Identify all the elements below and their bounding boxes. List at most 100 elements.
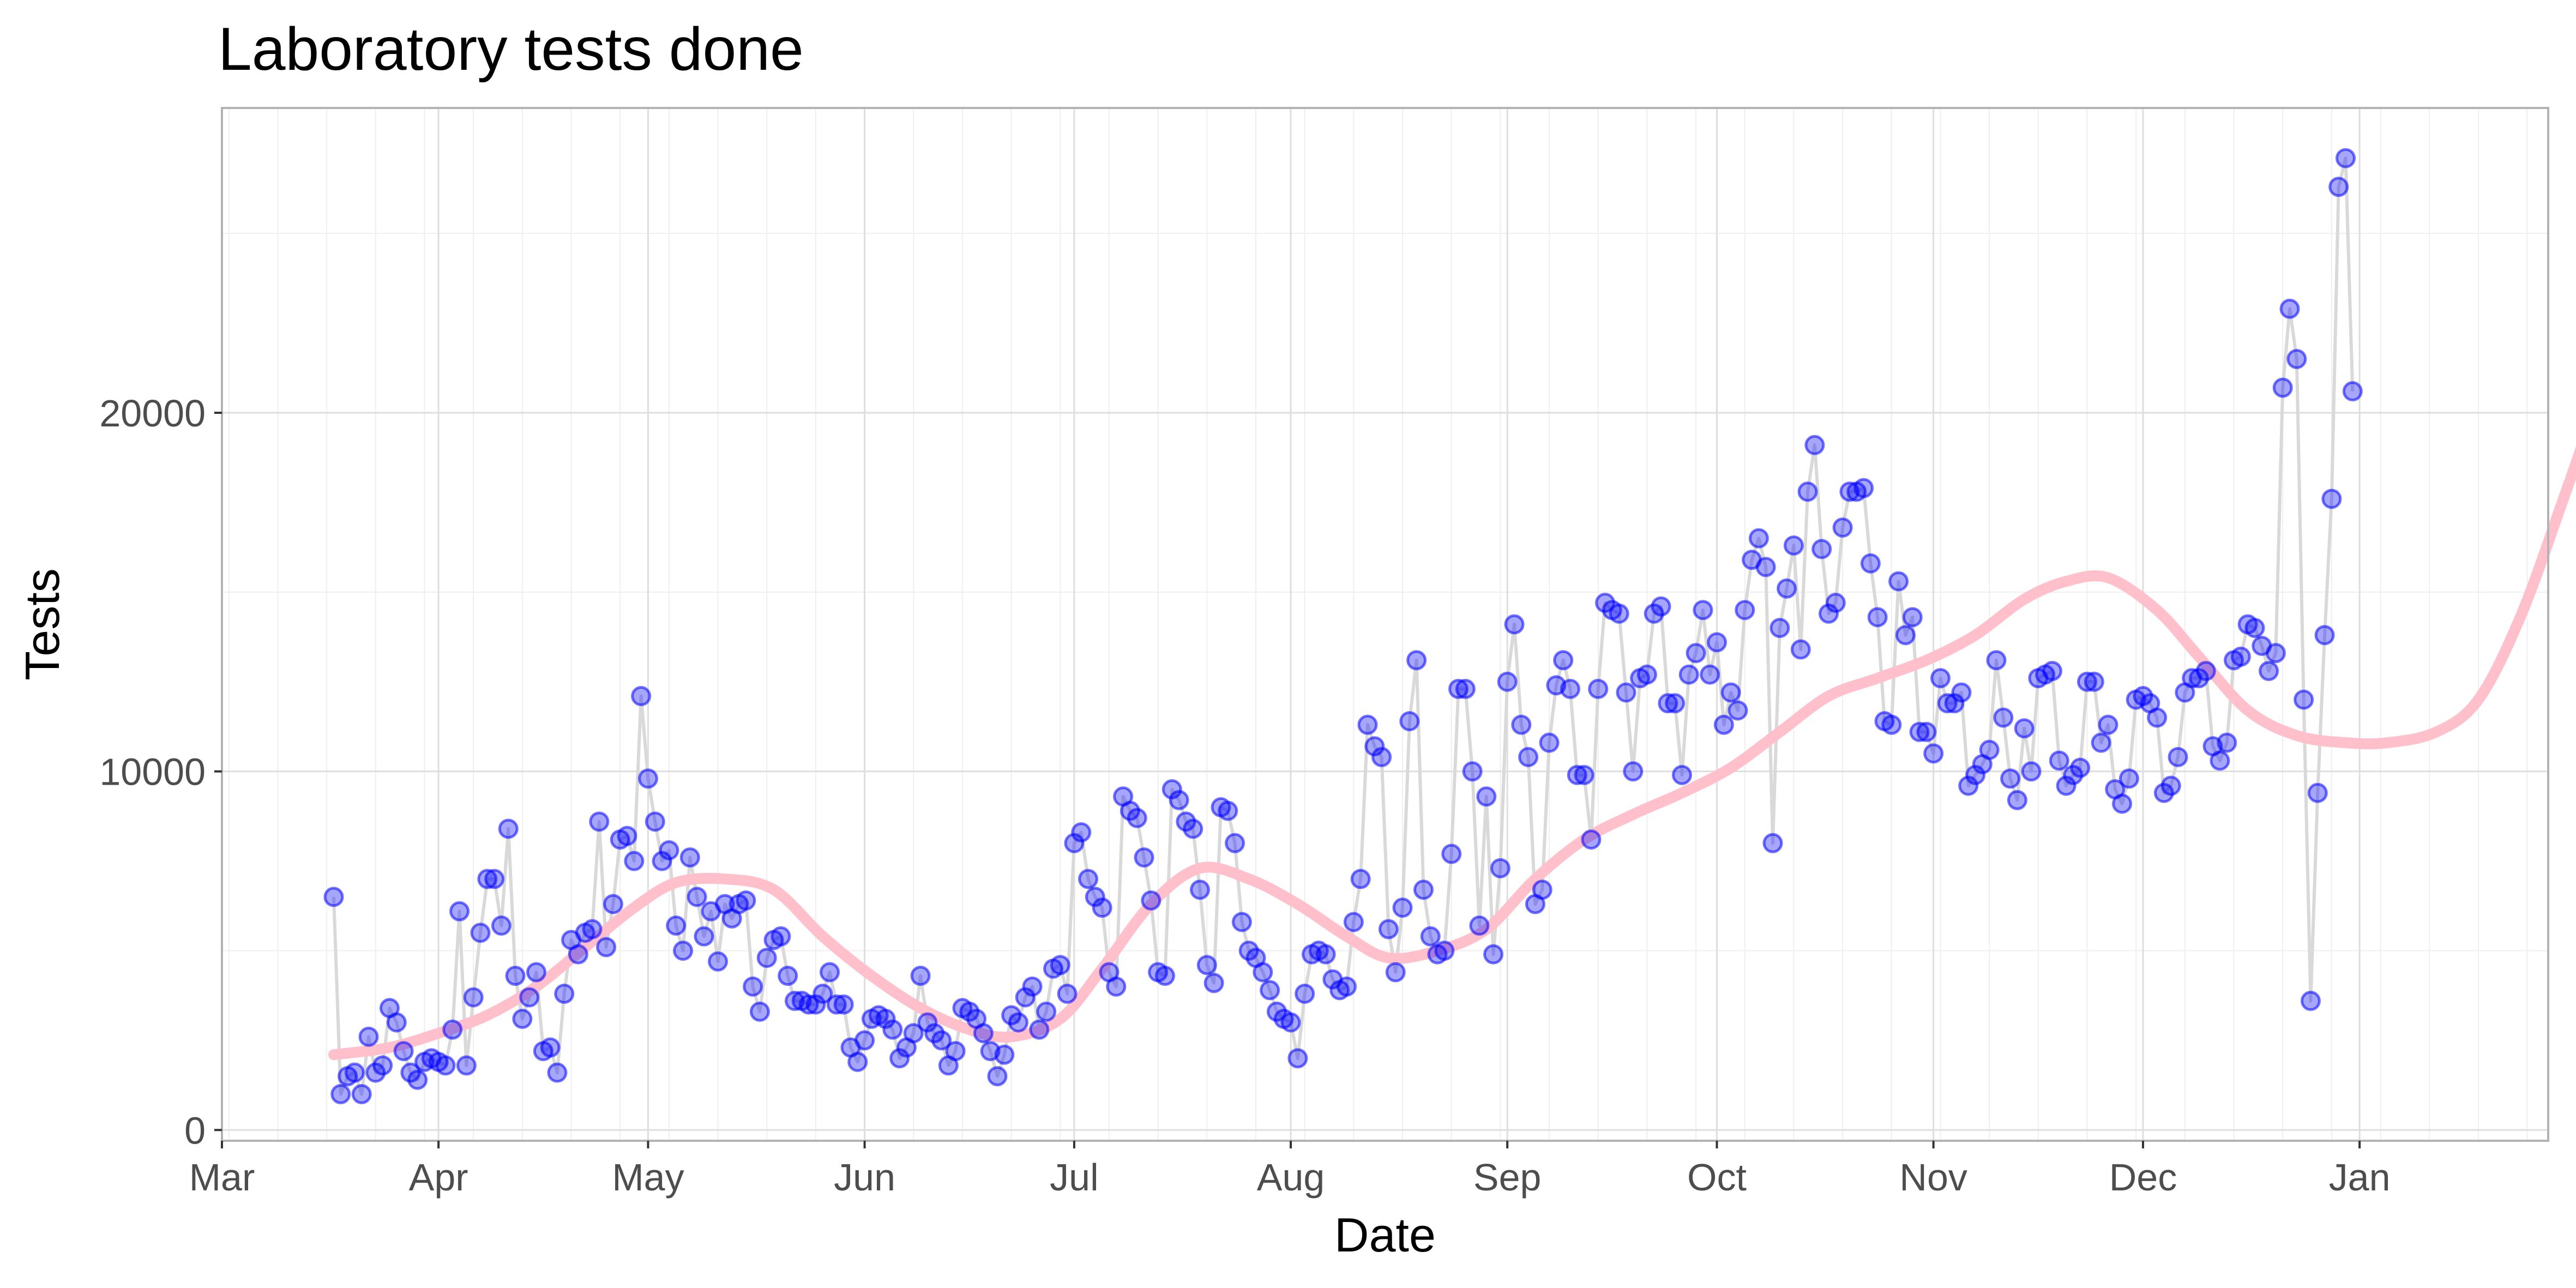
data-point bbox=[1790, 639, 1811, 660]
data-point bbox=[1804, 435, 1825, 455]
data-point bbox=[407, 1069, 428, 1090]
data-point bbox=[372, 1055, 393, 1076]
data-point bbox=[1671, 765, 1692, 785]
data-point bbox=[2342, 381, 2363, 402]
data-point bbox=[2160, 775, 2181, 796]
data-point bbox=[666, 915, 687, 936]
data-point bbox=[854, 1030, 875, 1051]
data-point bbox=[2042, 660, 2062, 681]
data-point bbox=[2098, 714, 2118, 735]
data-point bbox=[1965, 765, 1986, 785]
data-point bbox=[2279, 298, 2300, 319]
data-point bbox=[1371, 747, 1392, 767]
data-point bbox=[1064, 833, 1085, 853]
data-point bbox=[1511, 714, 1532, 735]
data-point bbox=[1190, 880, 1211, 900]
data-point bbox=[1986, 650, 2007, 671]
data-point bbox=[1092, 898, 1112, 918]
data-point bbox=[330, 1084, 351, 1105]
data-point bbox=[1085, 887, 1105, 907]
data-point bbox=[2314, 625, 2335, 646]
axis-layer: Mar Apr May Jun Jul Aug Sep Oct Nov Dec Jan 0 10000 2… bbox=[99, 392, 2390, 1199]
data-point bbox=[1916, 721, 1937, 742]
data-point bbox=[826, 994, 847, 1015]
data-point bbox=[1343, 912, 1364, 932]
data-point bbox=[484, 869, 505, 889]
x-tick-label: Dec bbox=[2109, 1156, 2177, 1199]
data-point bbox=[2168, 747, 2188, 767]
data-point bbox=[2321, 489, 2342, 509]
y-tick-label: 20000 bbox=[99, 392, 206, 435]
data-point bbox=[637, 768, 658, 789]
data-point bbox=[1518, 747, 1539, 767]
data-point bbox=[1154, 965, 1175, 986]
data-point bbox=[771, 926, 791, 947]
data-point bbox=[1462, 761, 1483, 782]
data-point bbox=[1686, 643, 1706, 664]
x-tick-label: Jan bbox=[2329, 1156, 2391, 1199]
data-point bbox=[2286, 348, 2307, 369]
data-point bbox=[1923, 743, 1944, 764]
data-point bbox=[756, 948, 777, 968]
data-point bbox=[687, 887, 707, 907]
data-point bbox=[805, 994, 826, 1015]
x-tick-label: Nov bbox=[1899, 1156, 1967, 1199]
data-point bbox=[1560, 678, 1580, 699]
data-point bbox=[435, 1055, 456, 1076]
x-tick-label: Aug bbox=[1257, 1156, 1325, 1199]
data-point bbox=[679, 847, 700, 868]
data-point bbox=[1623, 761, 1644, 782]
data-point bbox=[1385, 962, 1406, 983]
data-point bbox=[694, 926, 714, 947]
data-point bbox=[778, 965, 798, 986]
data-point bbox=[847, 1051, 868, 1072]
x-tick-label: Apr bbox=[409, 1156, 468, 1199]
data-point bbox=[1287, 1048, 1308, 1069]
data-point bbox=[1253, 962, 1273, 983]
data-point bbox=[1057, 983, 1078, 1004]
data-point bbox=[1735, 600, 1755, 621]
data-point bbox=[1357, 714, 1378, 735]
daily-tests-line bbox=[332, 157, 2355, 1096]
data-point bbox=[2195, 660, 2216, 681]
x-tick-label: Jun bbox=[834, 1156, 895, 1199]
data-point bbox=[889, 1048, 910, 1069]
data-point bbox=[1532, 880, 1552, 900]
data-point bbox=[1350, 869, 1371, 889]
data-point bbox=[1469, 915, 1490, 936]
data-point bbox=[645, 811, 665, 832]
series-layer bbox=[323, 148, 2576, 1105]
data-point bbox=[2300, 991, 2321, 1012]
panel-border bbox=[221, 107, 2549, 1142]
data-point bbox=[1022, 976, 1043, 997]
data-point bbox=[1078, 869, 1099, 889]
data-point bbox=[1748, 528, 1769, 549]
y-tick-label: 0 bbox=[184, 1109, 206, 1152]
data-point bbox=[2230, 646, 2251, 667]
data-point bbox=[875, 1008, 896, 1029]
data-point bbox=[1651, 596, 1671, 617]
data-point bbox=[2328, 177, 2349, 197]
data-point bbox=[463, 987, 484, 1008]
data-point bbox=[1567, 765, 1587, 785]
data-point bbox=[1707, 632, 1728, 653]
data-point bbox=[673, 940, 694, 961]
data-point bbox=[743, 976, 763, 997]
y-tick-label: 10000 bbox=[99, 751, 206, 793]
data-point bbox=[903, 1023, 924, 1044]
x-axis-title: Date bbox=[1334, 1208, 1436, 1262]
data-point bbox=[1713, 714, 1734, 735]
data-point bbox=[1218, 801, 1238, 821]
panel-grid bbox=[221, 108, 2548, 1141]
data-point bbox=[1183, 818, 1203, 839]
data-point bbox=[1337, 976, 1357, 997]
data-point bbox=[617, 826, 637, 846]
data-point bbox=[945, 1041, 966, 1062]
data-point bbox=[2049, 750, 2069, 771]
data-point bbox=[1818, 603, 1839, 624]
data-point bbox=[477, 869, 498, 889]
data-point bbox=[1636, 664, 1657, 685]
data-point bbox=[498, 818, 519, 839]
data-point bbox=[987, 1066, 1008, 1087]
data-point bbox=[2077, 671, 2097, 692]
